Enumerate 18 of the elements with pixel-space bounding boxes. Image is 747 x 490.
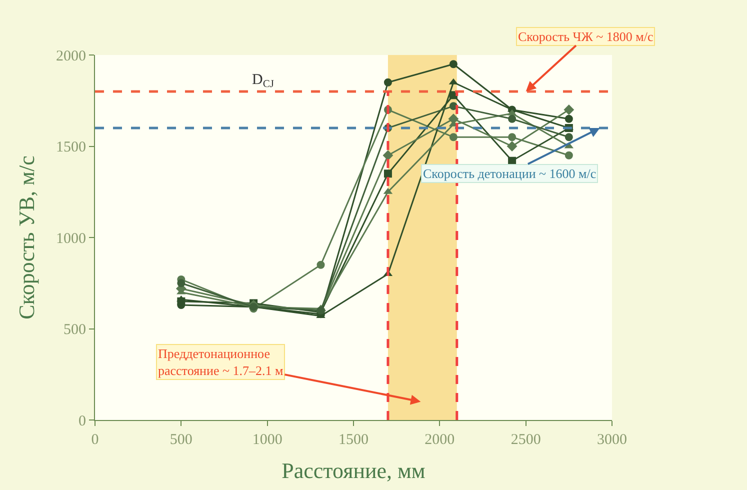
y-tick-label: 1000 [56, 230, 86, 247]
annotation: Скорость детонации ~ 1600 м/с [423, 166, 596, 181]
x-tick-label: 500 [170, 432, 192, 448]
x-tick-label: 1000 [252, 432, 282, 448]
y-tick-label: 1500 [56, 140, 86, 156]
annotation: Преддетонационное расстояние ~ 1.7–2.1 м [158, 346, 284, 378]
annotation: Скорость ЧЖ ~ 1800 м/с [518, 29, 654, 44]
x-tick-label: 2000 [424, 432, 455, 448]
y-tick-label: 2000 [56, 48, 86, 64]
x-tick-label: 2500 [510, 432, 541, 448]
x-tick-label: 0 [91, 432, 99, 448]
y-tick-label: 0 [78, 413, 86, 430]
x-tick-label: 1500 [338, 432, 368, 448]
y-axis-title: Скорость УВ, м/с [14, 155, 39, 320]
annotation: D$_{CJ}$ [252, 72, 274, 90]
y-tick-label: 500 [64, 322, 86, 338]
x-axis-title: Расстояние, мм [282, 458, 426, 483]
x-tick-label: 3000 [597, 432, 627, 448]
